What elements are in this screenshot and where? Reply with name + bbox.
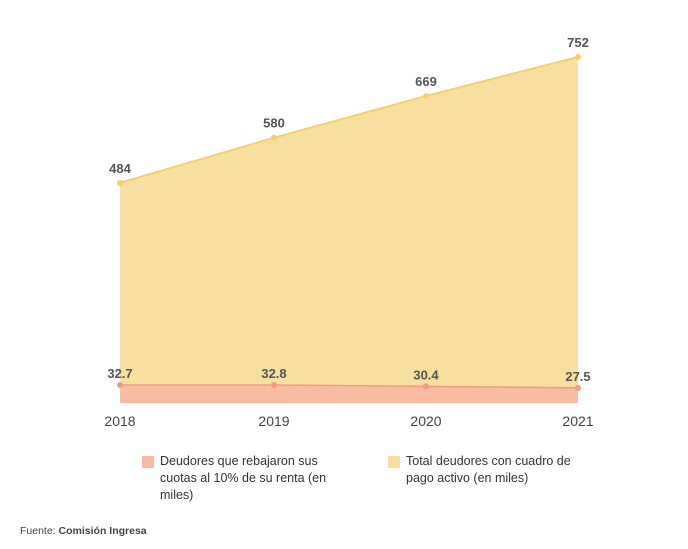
rebajaron-value-label-2019: 32.8: [261, 366, 286, 381]
rebajaron-value-label-2021: 27.5: [565, 369, 590, 384]
rebajaron-point-2019: [271, 382, 277, 388]
source-label: Fuente:: [20, 525, 56, 537]
rebajaron-area: [120, 385, 578, 403]
x-tick-label-2020: 2020: [410, 413, 441, 429]
rebajaron-value-label-2018: 32.7: [107, 366, 132, 381]
legend-label-total: Total deudores con cuadro de pago activo…: [406, 454, 571, 485]
legend-label-rebajaron: Deudores que rebajaron sus cuotas al 10%…: [160, 454, 327, 502]
total-area: [120, 57, 578, 403]
total-line: [119, 56, 579, 184]
total-point-2018: [117, 179, 123, 186]
legend-swatch-total: [388, 456, 400, 468]
total-value-label-2021: 752: [567, 35, 589, 50]
rebajaron-line: [119, 384, 579, 389]
chart-layer: 484 580 669 752 32.7 32.8 30.4 27.5 2018 2019 2020…: [104, 35, 593, 429]
total-point-2019: [271, 134, 277, 141]
total-point-2020: [423, 92, 429, 99]
total-point-2021: [575, 54, 581, 60]
rebajaron-value-label-2020: 30.4: [413, 367, 439, 382]
rebajaron-point-2021: [575, 384, 581, 391]
total-value-label-2018: 484: [109, 161, 131, 176]
x-tick-label-2021: 2021: [562, 413, 593, 429]
legend-item-rebajaron: Deudores que rebajaron sus cuotas al 10%…: [142, 453, 340, 504]
legend-swatch-rebajaron: [142, 456, 154, 468]
source-note: Fuente: Comisión Ingresa: [20, 525, 147, 537]
x-tick-label-2018: 2018: [104, 413, 135, 429]
total-value-label-2019: 580: [263, 116, 285, 131]
x-tick-label-2019: 2019: [258, 413, 289, 429]
rebajaron-point-2020: [423, 383, 429, 390]
legend: Deudores que rebajaron sus cuotas al 10%…: [142, 453, 586, 504]
legend-item-total: Total deudores con cuadro de pago activo…: [388, 453, 586, 504]
total-value-label-2020: 669: [415, 74, 437, 89]
source-value: Comisión Ingresa: [58, 525, 147, 537]
rebajaron-point-2018: [117, 382, 123, 389]
